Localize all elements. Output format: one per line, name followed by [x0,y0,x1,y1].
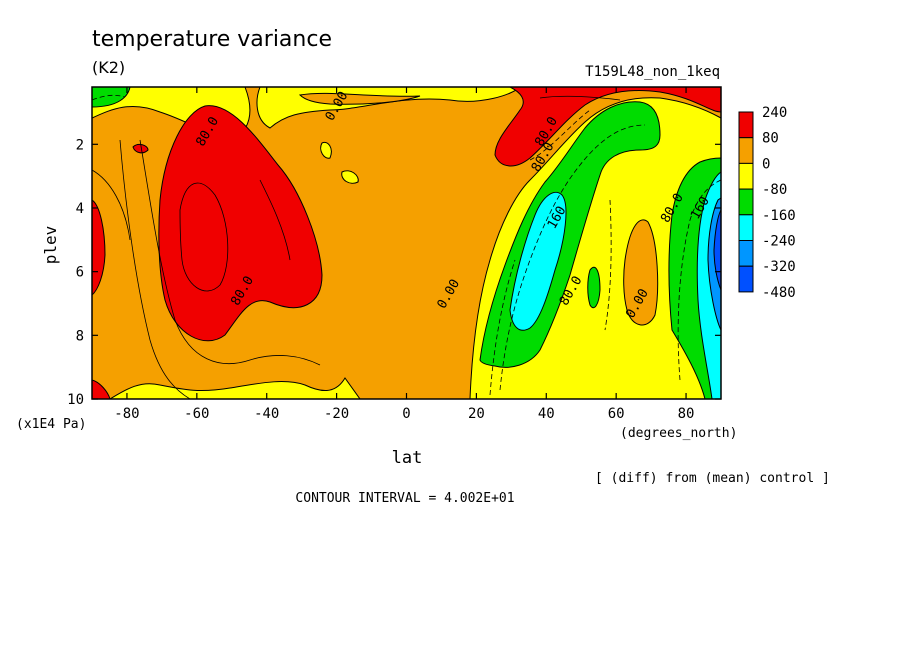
contour-line [92,169,131,241]
colorbar-label: 0 [762,156,770,172]
y-tick-label: 8 [76,328,84,344]
colorbar-swatch [738,188,754,216]
region-red-bottom-left [92,379,111,399]
run-label: T159L48_non_1keq [585,64,720,80]
region-red-nh-upper [494,87,721,167]
x-tick-label: -60 [184,406,209,422]
colorbar-label: -240 [762,234,796,250]
region-green-small-blob [587,266,601,309]
contour-line [489,259,516,396]
x-axis-label: lat [392,448,423,468]
x-tick-label: -40 [254,406,279,422]
x-tick-label: 0 [402,406,410,422]
region-red-small-blob [132,143,149,154]
y-axis-label: plev [41,226,60,265]
region-yellow-bottom [109,377,361,399]
x-tick-label: 20 [468,406,485,422]
contour-line [139,139,321,366]
y-axis: 2 4 6 8 10 [67,137,721,408]
x-tick-label: 80 [678,406,695,422]
colorbar-label: -320 [762,259,796,275]
x-tick-label: 60 [608,406,625,422]
region-orange-nh-pocket [623,219,659,326]
contour-interval-note: CONTOUR INTERVAL = 4.002E+01 [295,491,514,506]
chart-units: (K2) [92,58,125,77]
y-axis-units: (x1E4 Pa) [16,417,86,432]
colorbar-label: 240 [762,105,787,121]
colorbar-label: -160 [762,208,796,224]
colorbar-label: -480 [762,285,796,301]
region-orange-top-middle [298,92,421,105]
colorbar-label: 80 [762,131,779,147]
y-tick-label: 4 [76,201,84,217]
region-cyan-core [509,191,567,331]
colorbar-swatch [738,265,754,293]
contour-line [539,95,621,101]
contour-line [179,182,229,292]
contour-line [259,179,291,261]
colorbar-label: -80 [762,182,787,198]
y-tick-label: 2 [76,137,84,153]
contour-line [604,199,612,331]
x-tick-label: 40 [538,406,555,422]
colorbar-swatch [738,214,754,242]
x-axis: -80 -60 -40 -20 0 20 40 60 80 [114,87,694,422]
contour-line [499,124,646,391]
chart-title: temperature variance [92,27,332,52]
x-axis-units: (degrees_north) [620,426,737,441]
y-tick-label: 6 [76,265,84,281]
colorbar: 240 80 0 -80 -160 -240 -320 -480 [738,105,796,301]
y-tick-label: 10 [67,392,84,408]
region-yellow-small-2 [341,170,359,184]
region-darkblue-polar [713,209,721,291]
region-yellow-small-1 [320,141,332,159]
contour-line [119,139,191,399]
region-red-southern-max [158,105,323,342]
contour-lines [92,94,721,399]
x-tick-label: -20 [324,406,349,422]
colorbar-swatch [738,162,754,190]
colorbar-swatch [738,111,754,139]
contour-line [92,94,126,101]
colorbar-swatch [738,240,754,267]
x-tick-label: -80 [114,406,139,422]
colorbar-swatch [738,137,754,164]
comparison-note: [ (diff) from (mean) control ] [595,471,830,486]
